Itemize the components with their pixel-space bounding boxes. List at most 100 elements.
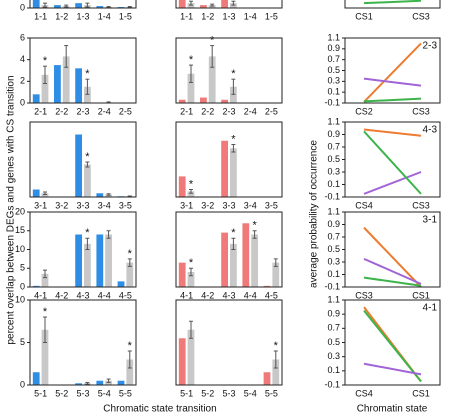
y-tick-label: 4	[20, 54, 25, 64]
significance-star: *	[189, 54, 194, 66]
bar	[117, 281, 125, 287]
bar	[75, 68, 82, 103]
significance-star: *	[189, 178, 194, 190]
x-tick-label: 2-2	[55, 106, 68, 116]
bar	[187, 73, 195, 103]
y-tick-label: -0.1	[324, 191, 340, 201]
significance-star: *	[128, 248, 133, 260]
line	[363, 0, 422, 5]
y-tick-label: 15	[15, 225, 25, 235]
significance-star: *	[231, 68, 236, 80]
x-tick-label: 2-5	[265, 106, 278, 116]
significance-star: *	[128, 340, 133, 352]
x-tick-label: CS1	[412, 290, 430, 300]
x-tick-label: 1-3	[222, 11, 235, 21]
x-tick-label: 4-3	[76, 290, 89, 300]
x-tick-label: 2-1	[180, 106, 193, 116]
y-tick-label: 2	[20, 76, 25, 86]
bar	[32, 94, 40, 103]
x-tick-label: CS4	[355, 200, 373, 210]
y-tick-label: 0.5	[327, 154, 340, 164]
x-tick-label: 1-5	[265, 11, 278, 21]
y-tick-label: 0	[20, 281, 25, 291]
line	[363, 130, 422, 195]
line	[363, 77, 422, 87]
axes-frame	[29, 37, 137, 104]
x-tick-label: 5-5	[119, 388, 132, 398]
x-tick-label: CS3	[412, 200, 430, 210]
axes-frame	[344, 0, 441, 9]
significance-star: *	[231, 227, 236, 239]
x-tick-label: 3-3	[222, 200, 235, 210]
x-tick-label: CS1	[355, 11, 373, 21]
bar	[200, 5, 207, 8]
bar	[251, 234, 258, 287]
bar	[75, 3, 82, 8]
bar	[126, 262, 134, 287]
y-tick-label: 0.7	[327, 141, 340, 151]
bar	[32, 285, 40, 287]
x-tick-label: 5-4	[244, 388, 257, 398]
y-tick-label: 0.9	[327, 43, 340, 53]
x-tick-label: 5-5	[265, 388, 278, 398]
bar	[75, 234, 82, 287]
bar	[41, 74, 49, 103]
x-tick-label: 4-3	[222, 290, 235, 300]
y-tick-label: 0.3	[327, 166, 340, 176]
axes-frame	[175, 299, 283, 386]
bar	[187, 272, 195, 287]
y-tick-label: 0.3	[327, 256, 340, 266]
significance-star: *	[231, 133, 236, 145]
x-tick-label: 5-1	[34, 388, 47, 398]
axes-frame	[344, 121, 441, 198]
y-axis-label: average probability of occurrence	[309, 140, 320, 288]
bar	[272, 359, 280, 385]
y-tick-label: 0.1	[327, 179, 340, 189]
x-tick-label: 4-1	[180, 290, 193, 300]
x-tick-label: CS3	[412, 11, 430, 21]
x-tick-label: 3-2	[201, 200, 214, 210]
axes-frame	[175, 37, 283, 104]
bar	[96, 380, 104, 385]
bar	[221, 99, 228, 103]
axes-frame	[175, 211, 283, 288]
x-tick-label: 4-5	[265, 290, 278, 300]
panel-label: 4-3	[423, 125, 438, 136]
bar	[178, 0, 186, 8]
x-tick-label: 1-2	[201, 11, 214, 21]
x-tick-label: 2-3	[222, 106, 235, 116]
y-tick-label: 0	[20, 97, 25, 107]
x-tick-label: 4-1	[34, 290, 47, 300]
y-tick-label: 5	[20, 337, 25, 347]
significance-star: *	[85, 151, 90, 163]
bar	[75, 383, 82, 385]
x-tick-label: 4-4	[98, 290, 111, 300]
x-tick-label: 5-2	[201, 388, 214, 398]
axes-frame	[344, 37, 441, 104]
x-tick-label: 1-5	[119, 11, 132, 21]
line	[363, 97, 422, 103]
bar	[272, 262, 280, 287]
x-tick-label: 3-5	[265, 200, 278, 210]
x-tick-label: 1-1	[180, 11, 193, 21]
y-tick-label: 0.9	[327, 129, 340, 139]
bar	[208, 56, 216, 103]
y-tick-label: 0.9	[327, 219, 340, 229]
y-tick-label: -0.1	[324, 379, 340, 389]
bar	[32, 372, 40, 385]
x-tick-label: 2-1	[34, 106, 47, 116]
bar	[200, 97, 207, 103]
bar	[96, 6, 104, 8]
bar	[41, 273, 49, 287]
bar	[32, 0, 40, 9]
bar	[96, 193, 104, 197]
y-tick-label: 10	[15, 294, 25, 304]
bar	[230, 243, 237, 287]
axes-frame	[344, 299, 441, 386]
line	[363, 276, 422, 287]
bar	[105, 234, 112, 287]
significance-star: *	[210, 34, 215, 46]
significance-star: *	[43, 55, 48, 67]
x-tick-label: 3-5	[119, 200, 132, 210]
x-tick-label: CS1	[412, 388, 430, 398]
